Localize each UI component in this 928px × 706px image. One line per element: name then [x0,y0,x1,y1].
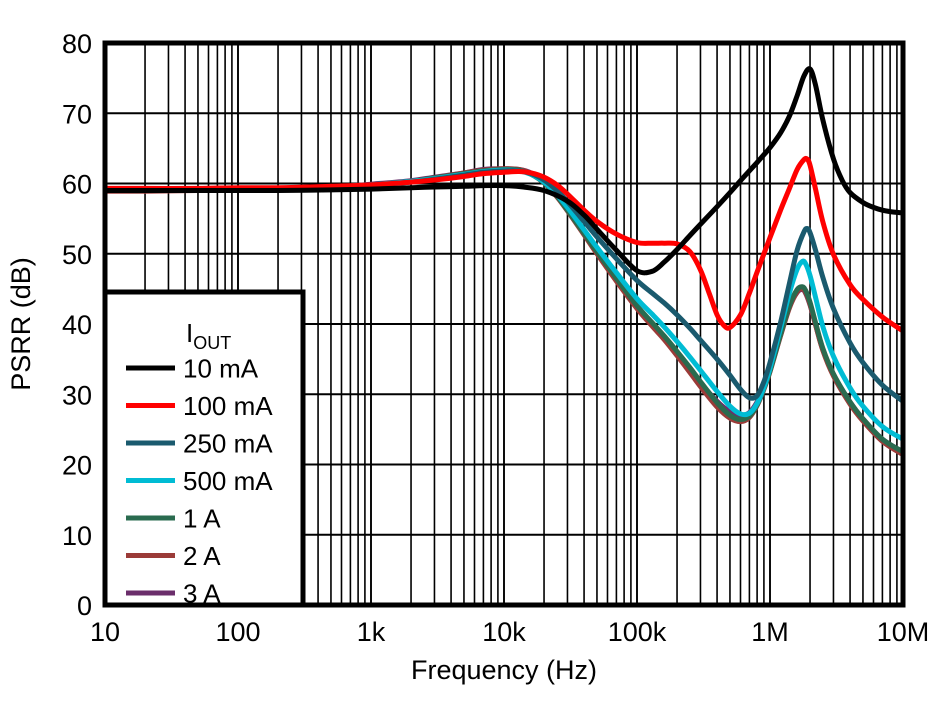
legend-label-3-a: 3 A [183,579,221,609]
legend-label-2-a: 2 A [183,541,221,571]
legend-title: IOUT [186,318,231,353]
x-tick-label: 10k [482,617,526,647]
y-tick-label: 60 [62,170,92,200]
x-tick-label: 1k [357,617,386,647]
x-tick-labels: 10 100 1k 10k 100k 1M 10M [90,617,928,647]
y-tick-label: 40 [62,310,92,340]
legend-entries: 10 mA 100 mA 250 mA 500 mA 1 A 2 A 3 A [126,354,273,609]
y-tick-label: 70 [62,99,92,129]
legend-label-1-a: 1 A [183,504,221,534]
x-tick-label: 10M [877,617,928,647]
data-series-group [105,66,903,458]
x-tick-label: 1M [751,617,789,647]
legend-label-500-ma: 500 mA [183,466,273,496]
y-tick-label: 0 [77,591,92,621]
y-tick-label: 10 [62,521,92,551]
x-tick-label: 100k [608,617,667,647]
x-tick-label: 100 [215,617,260,647]
legend-label-250-ma: 250 mA [183,429,273,459]
legend-box [102,289,306,608]
y-tick-label: 20 [62,451,92,481]
legend-label-10-ma: 10 mA [183,354,259,384]
x-tick-label: 10 [90,617,120,647]
legend-label-100-ma: 100 mA [183,391,273,421]
x-axis-label: Frequency (Hz) [411,655,597,685]
y-tick-label: 50 [62,240,92,270]
y-tick-label: 80 [62,29,92,59]
series-line-10-ma [105,66,903,276]
y-tick-label: 30 [62,380,92,410]
series-line-100-ma [105,155,903,334]
legend-title-base: I [186,318,193,348]
legend-title-subscript: OUT [193,333,231,353]
legend: IOUT 10 mA 100 mA 250 mA 500 mA 1 A 2 A 3 A [102,289,306,609]
y-axis-label: PSRR (dB) [6,257,36,391]
y-tick-labels: 0 10 20 30 40 50 60 70 80 [62,29,92,621]
